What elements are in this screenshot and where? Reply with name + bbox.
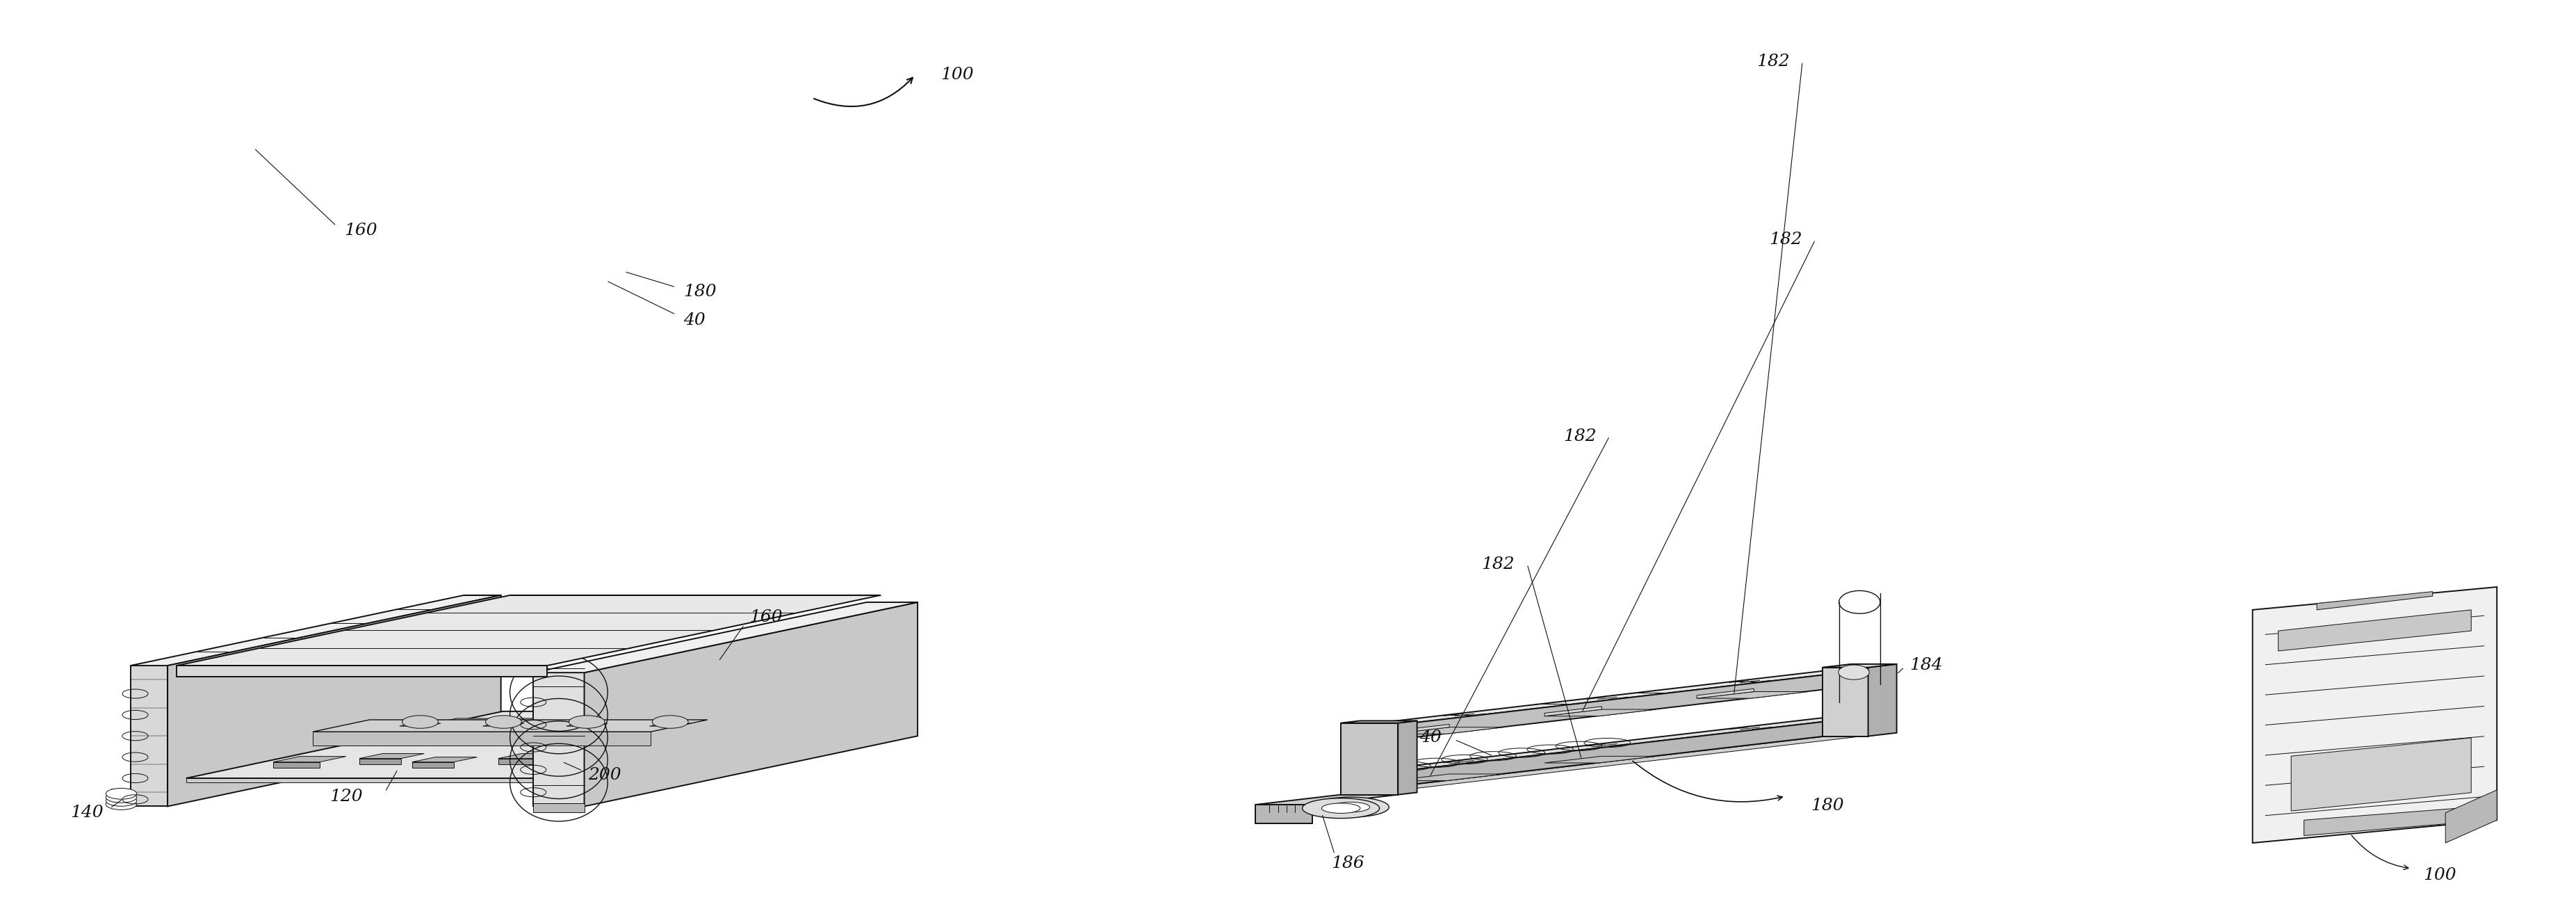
Polygon shape (1352, 717, 1862, 773)
Polygon shape (556, 719, 629, 722)
Text: 100: 100 (940, 67, 974, 83)
Polygon shape (273, 756, 345, 762)
Polygon shape (2445, 789, 2496, 843)
Polygon shape (1352, 736, 1862, 791)
Polygon shape (312, 732, 652, 745)
Polygon shape (649, 723, 690, 726)
Text: 160: 160 (345, 222, 376, 239)
Polygon shape (1342, 723, 1399, 795)
Ellipse shape (1321, 803, 1360, 813)
Polygon shape (1255, 805, 1311, 823)
Polygon shape (185, 711, 855, 778)
Polygon shape (412, 762, 453, 767)
Polygon shape (585, 602, 917, 806)
Polygon shape (533, 673, 585, 806)
Polygon shape (1391, 774, 1504, 780)
Polygon shape (1352, 670, 1862, 726)
Circle shape (569, 715, 605, 728)
Circle shape (484, 715, 520, 728)
Polygon shape (1399, 721, 1417, 795)
Polygon shape (556, 722, 611, 728)
Polygon shape (407, 730, 474, 733)
Polygon shape (2277, 610, 2470, 651)
Polygon shape (412, 757, 477, 762)
Circle shape (106, 799, 137, 810)
Text: 160: 160 (750, 610, 783, 625)
Polygon shape (178, 666, 546, 677)
Circle shape (106, 789, 137, 800)
Polygon shape (399, 723, 440, 726)
Polygon shape (1386, 717, 1862, 788)
Polygon shape (1255, 795, 1399, 805)
Polygon shape (312, 720, 708, 732)
Polygon shape (1698, 691, 1808, 699)
Ellipse shape (1303, 798, 1381, 818)
Polygon shape (2251, 587, 2496, 843)
Text: 182: 182 (1757, 53, 1790, 70)
Polygon shape (639, 731, 688, 733)
Text: 180: 180 (1811, 798, 1844, 813)
Polygon shape (1546, 707, 1602, 716)
Polygon shape (178, 595, 881, 666)
Polygon shape (407, 733, 453, 740)
Polygon shape (533, 602, 917, 673)
Text: 200: 200 (587, 767, 621, 783)
Polygon shape (2316, 591, 2432, 610)
Ellipse shape (1332, 802, 1370, 812)
Circle shape (652, 715, 688, 728)
Circle shape (106, 791, 137, 802)
Text: 182: 182 (1564, 428, 1597, 444)
Polygon shape (131, 666, 167, 806)
Polygon shape (1391, 724, 1450, 733)
Polygon shape (1821, 664, 1896, 667)
Ellipse shape (1311, 797, 1388, 817)
Polygon shape (2290, 738, 2470, 811)
Polygon shape (569, 730, 626, 733)
Polygon shape (482, 723, 523, 726)
Polygon shape (2303, 808, 2458, 835)
Polygon shape (440, 722, 523, 728)
Polygon shape (1546, 710, 1656, 716)
Polygon shape (1352, 773, 1386, 788)
Polygon shape (358, 758, 402, 764)
Polygon shape (1546, 756, 1656, 763)
Polygon shape (1391, 727, 1504, 733)
Text: 140: 140 (70, 805, 103, 821)
Polygon shape (1821, 667, 1868, 736)
Text: 100: 100 (2424, 867, 2458, 883)
Polygon shape (1342, 721, 1417, 723)
Polygon shape (489, 733, 528, 740)
Polygon shape (111, 789, 131, 806)
Text: 180: 180 (683, 284, 716, 299)
Polygon shape (358, 754, 425, 758)
Polygon shape (569, 733, 605, 740)
Text: 182: 182 (1481, 556, 1515, 572)
Polygon shape (497, 758, 541, 764)
Text: 186: 186 (1332, 856, 1365, 872)
Polygon shape (639, 733, 670, 740)
Polygon shape (1698, 688, 1754, 699)
Text: 182: 182 (1770, 231, 1803, 248)
Polygon shape (185, 778, 538, 782)
Polygon shape (273, 762, 319, 767)
Polygon shape (1386, 670, 1862, 741)
Polygon shape (131, 595, 500, 666)
Polygon shape (567, 723, 608, 726)
Circle shape (106, 795, 137, 806)
Polygon shape (440, 719, 541, 722)
Text: 40: 40 (1419, 730, 1443, 745)
Polygon shape (167, 595, 500, 806)
Text: 120: 120 (330, 789, 363, 804)
Polygon shape (533, 803, 585, 812)
Polygon shape (1352, 726, 1386, 741)
Text: 184: 184 (1909, 657, 1942, 673)
Ellipse shape (1839, 665, 1870, 679)
Polygon shape (497, 754, 564, 758)
Polygon shape (489, 730, 546, 733)
Circle shape (402, 715, 438, 728)
Text: 40: 40 (683, 312, 706, 328)
Polygon shape (1868, 664, 1896, 736)
